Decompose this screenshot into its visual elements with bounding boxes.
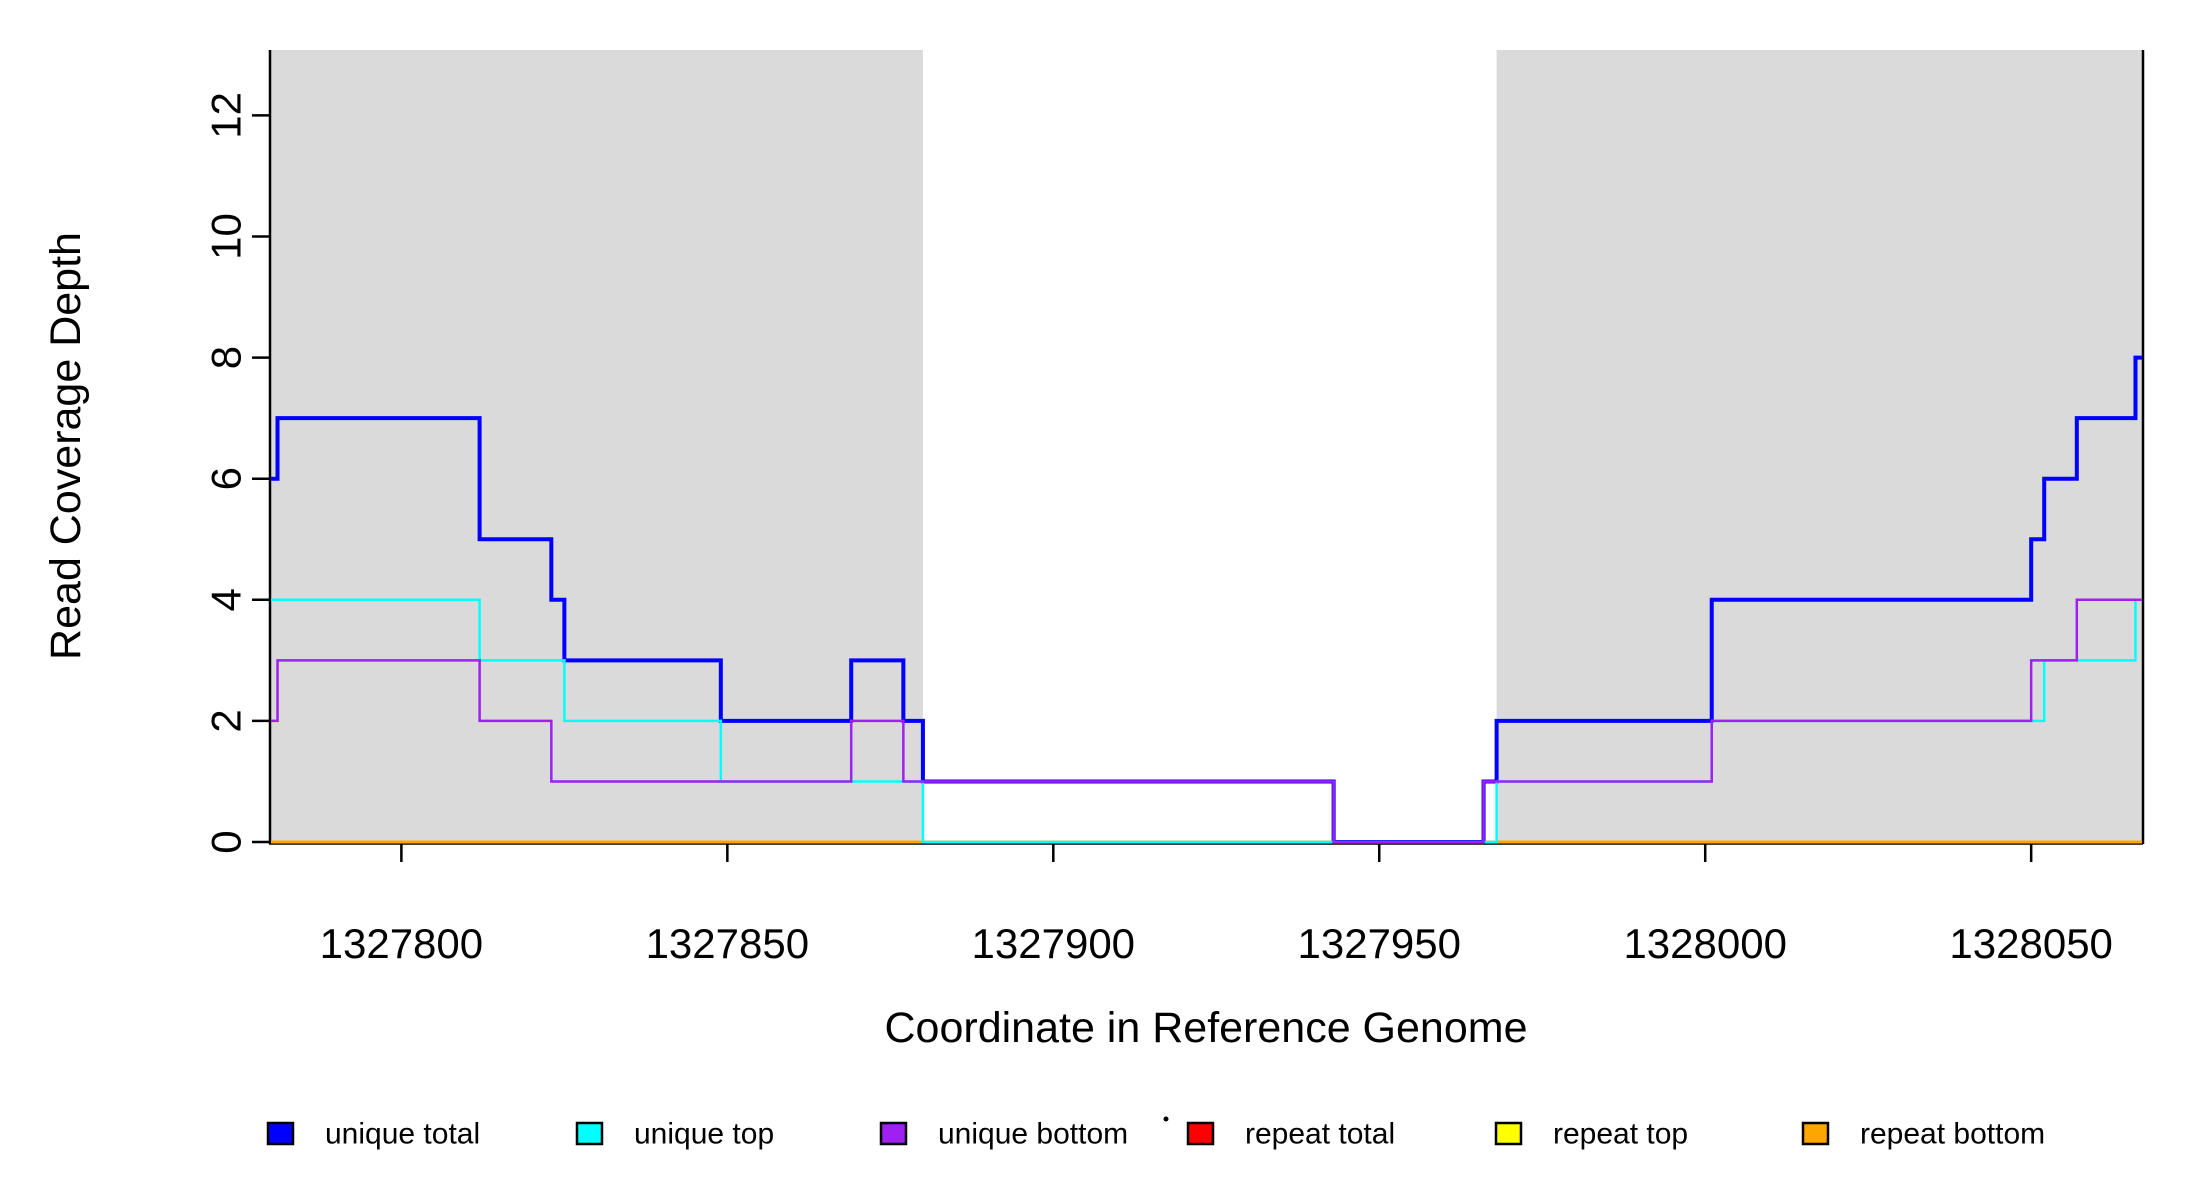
y-axis-tick-label: 12 (203, 92, 250, 139)
legend-label-repeat-bottom: repeat bottom (1860, 1118, 2045, 1151)
legend-swatch-unique-total (266, 1121, 295, 1146)
y-axis-tick-label: 6 (203, 467, 250, 490)
legend-label-unique-top: unique top (634, 1118, 774, 1151)
y-axis-tick-label: 0 (203, 830, 250, 853)
left-shaded-region (271, 50, 923, 842)
x-axis-tick-label: 1327950 (1298, 920, 1462, 967)
legend-label-unique-total: unique total (325, 1118, 480, 1151)
legend-label-repeat-top: repeat top (1553, 1118, 1688, 1151)
legend-swatch-unique-top (575, 1121, 604, 1146)
y-axis-tick-label: 10 (203, 213, 250, 260)
x-axis-title: Coordinate in Reference Genome (885, 1004, 1528, 1052)
x-axis-tick-label: 1327800 (320, 920, 484, 967)
y-axis-title: Read Coverage Depth (42, 232, 90, 660)
legend-swatch-repeat-bottom (1801, 1121, 1830, 1146)
y-axis-tick-label: 2 (203, 709, 250, 732)
legend-label-unique-bottom: unique bottom (938, 1118, 1128, 1151)
legend-swatch-repeat-total (1186, 1121, 1215, 1146)
legend-label-repeat-total: repeat total (1245, 1118, 1395, 1151)
right-shaded-region (1496, 50, 2142, 842)
x-axis-tick-label: 1328050 (1949, 920, 2113, 967)
x-axis-tick-label: 1327850 (646, 920, 810, 967)
y-axis-tick-label: 4 (203, 588, 250, 611)
x-axis-tick-label: 1328000 (1623, 920, 1787, 967)
x-axis-tick-label: 1327900 (972, 920, 1136, 967)
y-axis-tick-label: 8 (203, 346, 250, 369)
stray-dot-artifact (1163, 1116, 1169, 1122)
legend-swatch-repeat-top (1494, 1121, 1523, 1146)
series-line-unique-bottom (271, 598, 2142, 844)
chart-plot-area: 1327800 1327850 1327900 1327950 1328000 13280… (203, 50, 2145, 1151)
legend-swatch-unique-bottom (879, 1121, 908, 1146)
